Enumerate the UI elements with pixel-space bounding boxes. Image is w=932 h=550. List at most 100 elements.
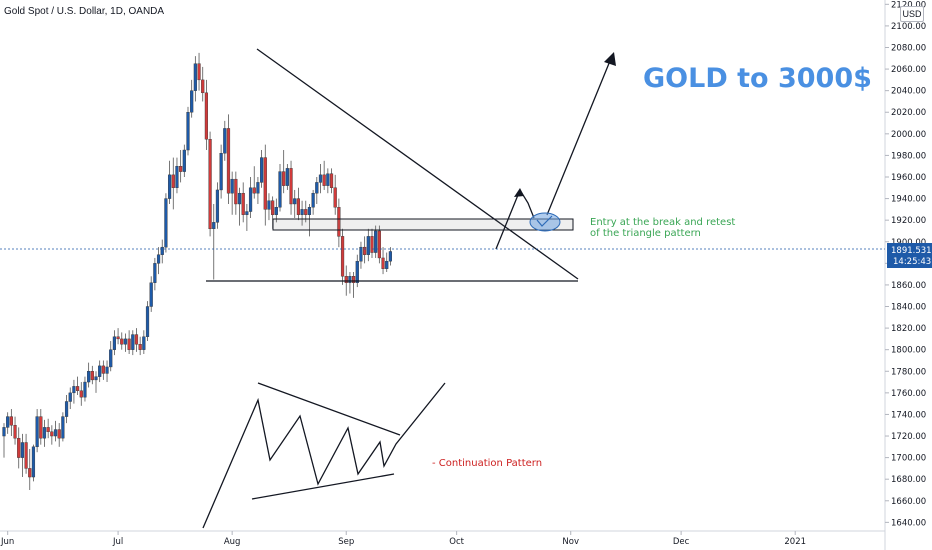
candle-body [164,198,168,248]
candle-body [296,198,300,215]
price-tick-label: 2000.00 [891,130,926,140]
entry-annotation-line2: of the triangle pattern [590,228,701,239]
candle-body [204,92,208,140]
headline-annotation: GOLD to 3000$ [643,63,872,94]
candle-body [6,416,10,428]
price-tick-label: 1700.00 [891,454,926,464]
candle-body [226,128,231,194]
continuation-annotation: - Continuation Pattern [432,458,542,469]
candle-body [179,166,183,172]
retest-zone [272,218,574,231]
candle-body [98,365,102,377]
candle-body [252,187,256,194]
candle-body [366,236,370,255]
candle-body [39,416,43,439]
candle-body [116,336,120,340]
candle-body [293,198,297,205]
drawings-layer [202,48,616,529]
candle-body [322,174,326,186]
candle-body [105,366,109,374]
candle-body [289,168,293,205]
candle-body [35,416,39,448]
candle-body [256,182,260,194]
time-axis[interactable]: Jun Jul Aug Sep Oct Nov Dec 2021 [0,531,806,547]
candle-body [153,263,157,283]
candle-body [28,468,32,478]
candle-body [248,187,253,212]
candle-body [197,63,201,81]
target-arrow-line [546,55,613,216]
symbol-title: Gold Spot / U.S. Dollar, 1D, OANDA [4,6,165,17]
candle-body [109,349,113,368]
candle-body [333,187,337,208]
candle-body [160,246,164,255]
candle-body [171,174,175,188]
candle-body [344,276,348,283]
time-tick-label: Oct [449,537,464,547]
price-tick-label: 1940.00 [891,195,926,205]
price-tick-label: 2080.00 [891,43,926,53]
price-tick-label: 2100.00 [891,22,926,32]
candle-body [64,401,69,417]
candle-body [215,189,220,223]
continuation-sketch-upper [257,382,401,436]
candle-body [260,157,264,183]
candle-body [381,257,385,269]
candle-body [175,166,179,188]
annotation-text-layer: GOLD to 3000$ Entry at the break and ret… [432,63,872,469]
candle-body [241,192,245,215]
candle-body [167,174,172,199]
candle-body [24,442,28,469]
arrowhead-small [514,188,524,197]
candle-body [282,171,286,186]
candle-body [352,276,356,283]
candle-body [42,427,47,439]
candle-body [57,429,61,439]
price-tag-value: 1891.531 [891,246,932,256]
candle-body [326,173,330,186]
price-tick-label: 1780.00 [891,367,926,377]
candle-body [68,392,72,402]
candle-body [127,338,131,350]
continuation-sketch-lower [251,473,395,500]
candle-body [355,260,359,283]
candle-body [61,416,65,439]
retest-check-mark [536,215,553,227]
currency-button[interactable]: USD [900,6,924,22]
candle-body [274,207,278,215]
triangle-upper-trendline [256,48,579,280]
candle-body [219,153,223,191]
price-tick-label: 2060.00 [891,65,926,75]
time-tick-label: Nov [562,537,579,547]
candle-body [87,371,91,383]
candle-body [186,112,190,151]
price-tick-label: 1680.00 [891,475,926,485]
candle-body [46,427,50,432]
candle-body [359,246,363,262]
candle-body [17,437,21,458]
candle-body [304,209,308,215]
candle-body [90,371,94,381]
price-tick-label: 2040.00 [891,87,926,97]
candle-body [363,246,367,255]
price-tick-label: 1820.00 [891,324,926,334]
candle-body [112,336,116,350]
candle-body [300,209,304,215]
price-tick-label: 1660.00 [891,497,926,507]
candle-body [156,254,161,264]
price-axis[interactable]: 1640.00 1660.00 1680.00 1700.00 1720.00 1740.… [885,0,926,528]
price-tick-label: 1860.00 [891,281,926,291]
candle-body [50,431,54,437]
price-tick-label: 1960.00 [891,173,926,183]
projected-path-arrow [495,188,535,250]
candle-body [208,139,212,230]
candle-body [9,416,13,426]
time-tick-label: 2021 [784,537,806,547]
candle-body [285,168,289,186]
price-tick-label: 1980.00 [891,151,926,161]
time-tick-label: Jul [112,537,123,547]
candle-body [340,236,345,277]
candle-body [223,128,227,154]
continuation-sketch-zigzag [202,382,446,529]
